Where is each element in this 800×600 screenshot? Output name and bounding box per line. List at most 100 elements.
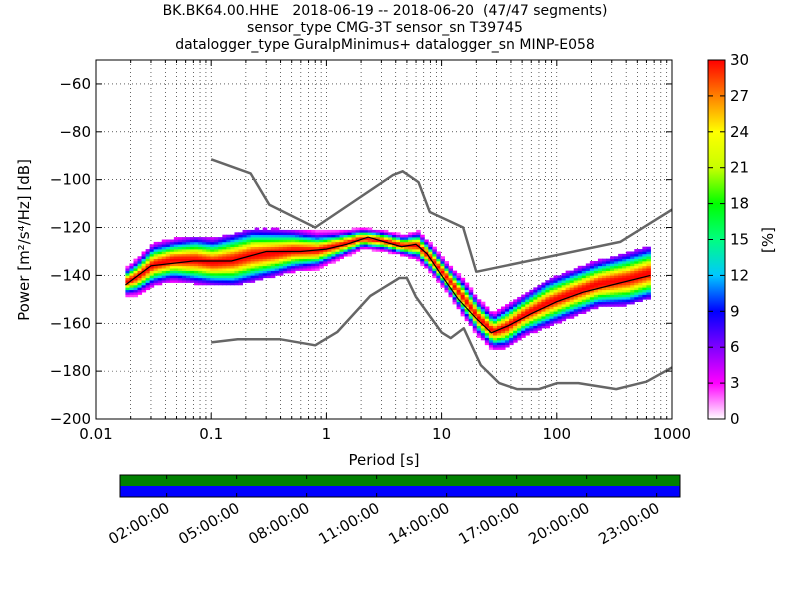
psd-density-cell — [480, 301, 486, 305]
psd-density-cell — [444, 273, 450, 276]
psd-density-cell — [537, 301, 542, 305]
psd-density-cell — [226, 241, 231, 245]
psd-density-cell — [177, 277, 183, 281]
psd-density-cell — [492, 337, 498, 341]
psd-density-cell — [303, 239, 308, 243]
psd-density-cell — [545, 282, 550, 286]
psd-density-cell — [125, 289, 130, 293]
psd-density-cell — [165, 268, 171, 271]
psd-density-cell — [565, 277, 571, 281]
psd-density-cell — [258, 246, 264, 250]
psd-density-cell — [206, 270, 211, 274]
psd-density-cell — [416, 232, 421, 236]
psd-density-cell — [202, 263, 207, 267]
psd-density-cell — [323, 249, 328, 252]
psd-density-cell — [319, 241, 324, 245]
psd-density-cell — [286, 232, 292, 236]
psd-density-cell — [254, 234, 260, 238]
psd-density-cell — [569, 308, 575, 312]
psd-density-cell — [533, 318, 538, 322]
psd-density-cell — [597, 294, 603, 298]
psd-density-cell — [464, 304, 470, 307]
psd-density-cell — [541, 294, 546, 298]
psd-density-cell — [295, 246, 300, 250]
psd-density-cell — [371, 241, 377, 245]
psd-density-cell — [355, 244, 361, 247]
psd-density-cell — [521, 328, 526, 331]
psd-density-cell — [323, 229, 328, 233]
psd-density-cell — [525, 301, 530, 305]
psd-density-cell — [375, 234, 381, 238]
psd-density-cell — [553, 299, 559, 303]
psd-density-cell — [242, 268, 248, 271]
psd-density-cell — [335, 232, 340, 236]
psd-density-cell — [517, 306, 522, 310]
psd-density-cell — [315, 246, 320, 250]
psd-density-cell — [618, 304, 623, 307]
psd-density-cell — [262, 244, 268, 247]
psd-density-cell — [270, 258, 276, 262]
psd-density-cell — [210, 244, 215, 247]
psd-density-cell — [589, 261, 595, 264]
psd-density-cell — [569, 277, 575, 281]
psd-density-cell — [222, 273, 227, 276]
psd-density-cell — [222, 265, 227, 269]
psd-density-cell — [339, 249, 345, 252]
psd-density-cell — [161, 275, 167, 279]
psd-density-cell — [541, 304, 546, 307]
psd-density-cell — [351, 227, 357, 231]
psd-density-cell — [408, 237, 413, 240]
psd-density-cell — [319, 258, 324, 262]
psd-density-cell — [549, 304, 555, 307]
psd-density-cell — [149, 246, 155, 250]
psd-density-cell — [533, 325, 538, 329]
psd-density-cell — [169, 249, 175, 252]
psd-density-cell — [206, 244, 211, 247]
psd-density-cell — [153, 282, 159, 286]
psd-density-cell — [198, 253, 203, 257]
psd-density-cell — [177, 265, 183, 269]
psd-density-cell — [181, 263, 187, 267]
psd-density-cell — [553, 289, 559, 293]
psd-density-cell — [488, 332, 494, 336]
psd-density-cell — [424, 265, 429, 269]
psd-density-cell — [238, 241, 244, 245]
psd-density-cell — [185, 249, 191, 252]
psd-density-cell — [646, 246, 651, 250]
psd-density-cell — [177, 251, 183, 255]
psd-density-cell — [646, 282, 651, 286]
psd-density-cell — [202, 275, 207, 279]
psd-density-cell — [618, 284, 623, 288]
psd-density-cell — [420, 261, 425, 264]
psd-density-cell — [505, 323, 510, 326]
psd-density-cell — [383, 237, 389, 240]
psd-density-cell — [593, 263, 599, 267]
psd-density-cell — [513, 325, 518, 329]
psd-density-cell — [165, 263, 171, 267]
psd-density-cell — [319, 232, 324, 236]
psd-density-cell — [181, 265, 187, 269]
psd-density-cell — [181, 273, 187, 276]
psd-density-cell — [250, 275, 256, 279]
psd-density-cell — [521, 330, 526, 334]
psd-density-cell — [557, 282, 563, 286]
psd-density-cell — [351, 241, 357, 245]
psd-density-cell — [577, 280, 583, 283]
psd-density-cell — [476, 301, 482, 305]
psd-density-cell — [234, 234, 239, 238]
psd-density-cell — [323, 234, 328, 238]
psd-density-cell — [238, 253, 244, 257]
psd-density-cell — [456, 282, 462, 286]
psd-density-cell — [577, 311, 583, 314]
psd-density-cell — [610, 265, 615, 269]
psd-density-cell — [242, 244, 248, 247]
psd-density-cell — [161, 253, 167, 257]
psd-density-cell — [513, 304, 518, 307]
psd-density-cell — [561, 289, 567, 293]
psd-density-cell — [190, 263, 195, 267]
psd-density-cell — [460, 313, 466, 317]
psd-density-cell — [464, 296, 470, 300]
psd-density-cell — [432, 246, 437, 250]
psd-density-cell — [589, 275, 595, 279]
